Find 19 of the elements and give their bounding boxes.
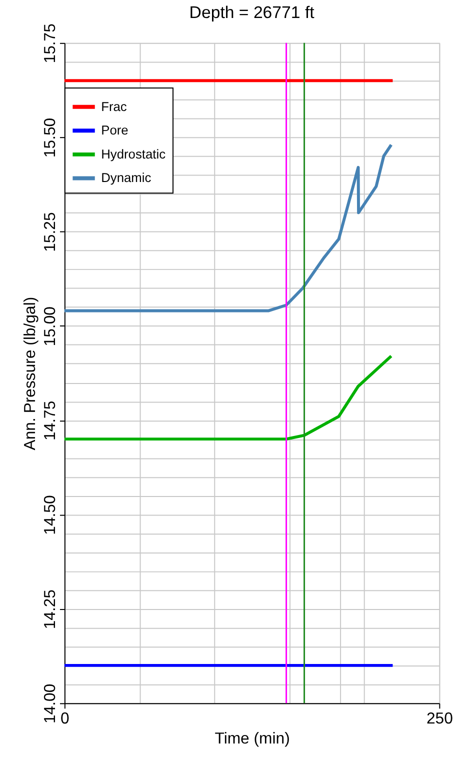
y-tick-label: 15.25	[42, 212, 60, 252]
y-tick-label: 15.00	[42, 306, 60, 346]
line-series	[62, 143, 393, 312]
legend-label: Frac	[101, 98, 128, 114]
y-axis-title: Ann. Pressure (lb/gal)	[22, 296, 40, 450]
y-tick-label: 14.50	[42, 494, 60, 535]
x-tick-label: 250	[426, 710, 454, 728]
legend-label: Hydrostatic	[101, 146, 166, 162]
y-tick-label: 15.50	[42, 118, 60, 158]
y-tick-label: 14.00	[42, 684, 60, 724]
x-axis-title: Time (min)	[214, 730, 290, 748]
y-tick-label: 15.75	[42, 23, 60, 64]
x-tick-label: 0	[60, 710, 70, 728]
legend-label: Dynamic	[101, 170, 152, 186]
chart-title: Depth = 26771 ft	[189, 3, 315, 22]
legend-label: Pore	[101, 122, 128, 138]
line-series	[62, 354, 393, 441]
y-tick-label: 14.75	[42, 400, 60, 441]
y-tick-label: 14.25	[42, 589, 60, 630]
